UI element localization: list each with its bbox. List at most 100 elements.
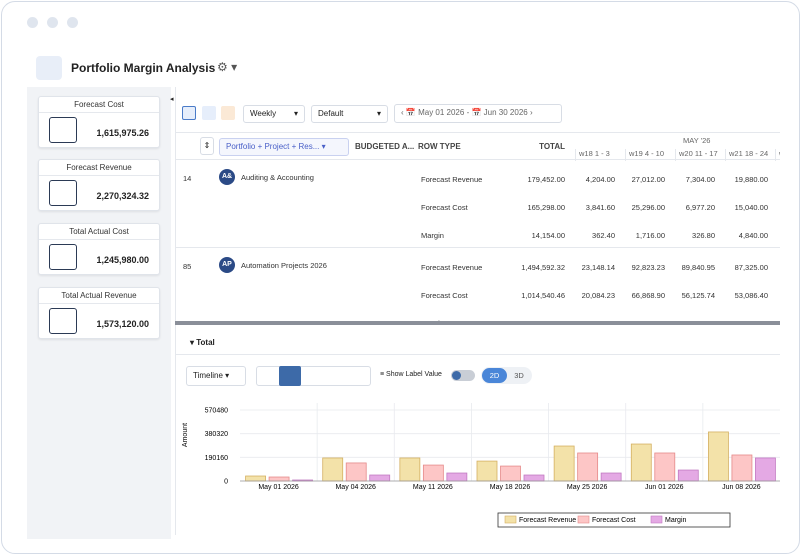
cell-value: 3,841.60 [585, 203, 615, 212]
column-header: ROW TYPE [418, 142, 461, 151]
cell-value: 20,084.23 [581, 291, 615, 300]
mode-2d[interactable]: 2D [482, 368, 507, 383]
legend-box [497, 512, 731, 528]
window-dot [67, 17, 78, 28]
bar [553, 445, 575, 482]
label-toggle[interactable]: ≡ Show Label Value [380, 371, 442, 378]
bar [500, 465, 521, 482]
row-type: Forecast Cost [421, 203, 468, 212]
chart-type-active[interactable] [279, 366, 301, 386]
view-select[interactable]: Default ▾ [311, 105, 388, 123]
cell-value: 92,823.23 [631, 263, 665, 272]
cell-value: 4,840.00 [738, 231, 768, 240]
window-dot [47, 17, 58, 28]
kpi-label: Forecast Cost [39, 100, 159, 113]
row-id: 14 [183, 174, 192, 183]
bar [245, 475, 266, 482]
cell-value: 1,494,592.32 [521, 263, 565, 272]
legend-label: Margin [665, 517, 687, 524]
bar [345, 462, 367, 482]
splitter[interactable] [175, 321, 780, 325]
bar [630, 443, 652, 482]
mode-3d[interactable]: 3D [514, 371, 524, 380]
kpi-card: Total Actual Revenue 1,573,120.00 [38, 287, 160, 339]
cell-value: 53,086.40 [734, 291, 768, 300]
cell-value: 14,154.00 [531, 231, 565, 240]
settings-button[interactable]: ⚙ ▾ [217, 60, 238, 74]
row-type: Forecast Cost [421, 291, 468, 300]
x-tick-label: May 04 2026 [335, 484, 376, 491]
bar [708, 431, 729, 482]
window-dot [27, 17, 38, 28]
view-table[interactable] [202, 106, 216, 120]
bar [755, 457, 776, 482]
project-name: Automation Projects 2026 [241, 261, 327, 270]
kpi-card: Forecast Cost 1,615,975.26 [38, 96, 160, 148]
row-id: 85 [183, 262, 192, 271]
x-tick-label: Jun 01 2026 [645, 484, 684, 491]
cell-value: 56,125.74 [681, 291, 715, 300]
kpi-card: Total Actual Cost 1,245,980.00 [38, 223, 160, 275]
toggle-switch[interactable] [451, 370, 475, 381]
kpi-icon [49, 117, 77, 143]
bar [422, 464, 444, 482]
kpi-icon [49, 180, 77, 206]
period-value: Weekly [250, 109, 277, 118]
panel-divider [175, 354, 780, 355]
y-tick-label: 380320 [205, 431, 228, 438]
main-area [175, 87, 780, 535]
cell-value: 7,304.00 [685, 175, 715, 184]
week-header: w [775, 149, 780, 161]
kpi-icon [49, 244, 77, 270]
view-table-chart[interactable] [182, 106, 196, 120]
app-icon [36, 56, 62, 80]
row-type: Forecast Revenue [421, 175, 483, 184]
kpi-card: Forecast Revenue 2,270,324.32 [38, 159, 160, 211]
collapse-button[interactable]: ◂ [170, 96, 174, 103]
group-filter[interactable]: Portfolio + Project + Res... ▾ [219, 138, 349, 156]
bar [677, 469, 699, 482]
cell-value: 15,040.00 [734, 203, 768, 212]
week-header: w20 11 - 17 [675, 149, 718, 161]
period-select[interactable]: Weekly ▾ [243, 105, 305, 123]
column-header: TOTAL [539, 142, 565, 151]
date-range[interactable]: ‹ 📅 May 01 2026 - 📅 Jun 30 2026 › [394, 104, 562, 123]
end-date: Jun 30 2026 [483, 108, 528, 117]
bar [399, 457, 421, 482]
cell-value: 1,716.00 [635, 231, 665, 240]
bar [369, 474, 391, 482]
chart-kind-select[interactable]: Timeline ▾ [186, 366, 246, 386]
bar [523, 474, 545, 482]
start-date: May 01 2026 [418, 108, 465, 117]
x-tick-label: May 18 2026 [490, 484, 531, 491]
avatar: A& [219, 169, 235, 185]
row-divider [175, 247, 780, 248]
cell-value: 23,148.14 [581, 263, 615, 272]
week-header: w21 18 - 24 [725, 149, 768, 161]
cell-value: 362.40 [592, 231, 615, 240]
bar [322, 457, 344, 482]
panel-title: ▾ Total [190, 338, 215, 347]
chart-type-buttons [256, 366, 371, 386]
row-type: Forecast Revenue [421, 263, 483, 272]
week-header: w19 4 - 10 [625, 149, 664, 161]
cell-value: 25,296.00 [631, 203, 665, 212]
expand-all[interactable]: ⇕ [200, 137, 214, 155]
bar [476, 460, 498, 482]
cell-value: 4,204.00 [585, 175, 615, 184]
cell-value: 326.80 [692, 231, 715, 240]
header-divider [175, 159, 780, 160]
x-tick-label: May 01 2026 [258, 484, 299, 491]
y-axis-label: Amount [182, 423, 189, 447]
x-tick-label: May 11 2026 [413, 484, 453, 491]
view-chart[interactable] [221, 106, 235, 120]
view-value: Default [318, 109, 344, 118]
bar [446, 472, 468, 482]
y-tick-label: 0 [224, 479, 228, 486]
legend-label: Forecast Revenue [519, 517, 576, 524]
kpi-label: Total Actual Cost [39, 227, 159, 240]
bar [731, 454, 753, 482]
kpi-label: Forecast Revenue [39, 163, 159, 176]
